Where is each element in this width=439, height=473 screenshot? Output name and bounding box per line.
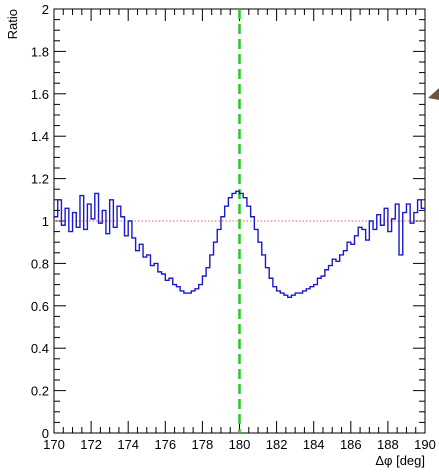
y-tick-label: 1.6 xyxy=(31,87,49,102)
y-axis-title: Ratio xyxy=(5,9,20,39)
x-tick-label: 178 xyxy=(192,437,214,452)
x-tick-label: 182 xyxy=(266,437,288,452)
y-tick-label: 1.8 xyxy=(31,44,49,59)
y-tick-label: 0.6 xyxy=(31,299,49,314)
x-tick-label: 180 xyxy=(229,437,251,452)
axes-group: 170 172 174 176 178 180 182 184 186 188 19000.20.4… xyxy=(31,2,436,452)
x-tick-label: 188 xyxy=(377,437,399,452)
y-tick-label: 1.2 xyxy=(31,172,49,187)
y-tick-label: 0.2 xyxy=(31,384,49,399)
x-tick-label: 186 xyxy=(340,437,362,452)
x-tick-label: 184 xyxy=(303,437,325,452)
y-tick-label: 1 xyxy=(42,214,49,229)
y-tick-label: 1.4 xyxy=(31,129,49,144)
y-tick-label: 0 xyxy=(42,426,49,441)
y-tick-label: 0.8 xyxy=(31,256,49,271)
x-axis-title: Δφ [deg] xyxy=(375,453,425,468)
y-tick-label: 2 xyxy=(42,2,49,17)
x-tick-label: 172 xyxy=(80,437,102,452)
x-tick-label: 174 xyxy=(117,437,139,452)
x-tick-label: 190 xyxy=(414,437,436,452)
x-tick-label: 176 xyxy=(154,437,176,452)
arrow-marker-icon xyxy=(428,88,439,100)
y-tick-label: 0.4 xyxy=(31,341,49,356)
